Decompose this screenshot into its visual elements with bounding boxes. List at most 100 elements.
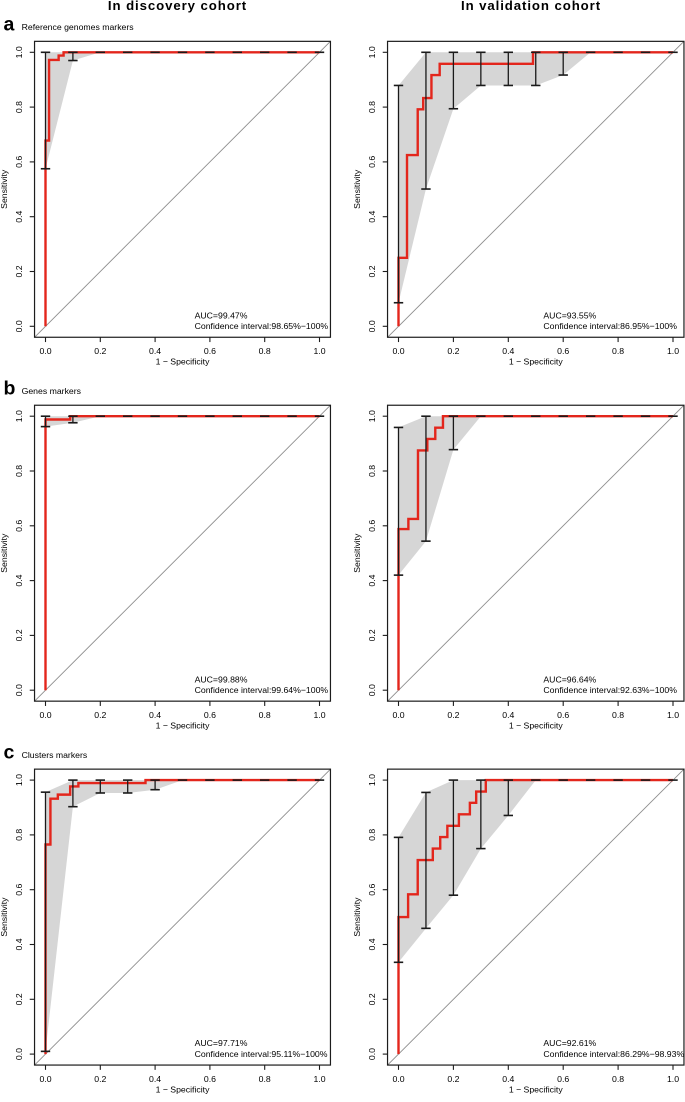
svg-text:0.0: 0.0: [392, 1074, 404, 1084]
svg-text:0.6: 0.6: [557, 1074, 569, 1084]
svg-text:AUC=99.47%: AUC=99.47%: [195, 310, 248, 320]
svg-text:In discovery cohort: In discovery cohort: [108, 0, 247, 13]
svg-text:AUC=96.64%: AUC=96.64%: [543, 674, 596, 684]
svg-text:1.0: 1.0: [313, 346, 325, 356]
svg-text:Confidence interval:95.11%−100: Confidence interval:95.11%−100%: [195, 1049, 328, 1059]
svg-text:Sensitivity: Sensitivity: [0, 897, 9, 937]
svg-text:0.0: 0.0: [39, 710, 51, 720]
svg-text:b: b: [4, 378, 16, 400]
svg-text:0.2: 0.2: [14, 993, 24, 1005]
svg-text:1 − Specificity: 1 − Specificity: [156, 720, 210, 730]
svg-text:0.4: 0.4: [14, 574, 24, 586]
svg-text:0.0: 0.0: [14, 684, 24, 696]
svg-text:0.4: 0.4: [367, 574, 377, 586]
svg-text:0.8: 0.8: [612, 710, 624, 720]
svg-text:0.8: 0.8: [259, 1074, 271, 1084]
svg-text:0.8: 0.8: [259, 710, 271, 720]
svg-text:0.0: 0.0: [39, 1074, 51, 1084]
svg-text:0.4: 0.4: [149, 710, 161, 720]
svg-text:0.8: 0.8: [14, 101, 24, 113]
svg-text:0.2: 0.2: [14, 265, 24, 277]
svg-text:0.6: 0.6: [14, 520, 24, 532]
svg-text:0.4: 0.4: [502, 1074, 514, 1084]
svg-text:1.0: 1.0: [667, 1074, 679, 1084]
svg-text:0.6: 0.6: [204, 1074, 216, 1084]
svg-text:Genes markers: Genes markers: [22, 386, 82, 396]
svg-text:Sensitivity: Sensitivity: [352, 533, 362, 573]
svg-text:0.0: 0.0: [14, 320, 24, 332]
svg-text:0.2: 0.2: [94, 346, 106, 356]
svg-text:Sensitivity: Sensitivity: [352, 897, 362, 937]
svg-text:a: a: [4, 14, 15, 36]
svg-text:AUC=97.71%: AUC=97.71%: [195, 1038, 248, 1048]
svg-text:1 − Specificity: 1 − Specificity: [509, 720, 563, 730]
svg-text:0.8: 0.8: [14, 465, 24, 477]
svg-text:In validation cohort: In validation cohort: [461, 0, 601, 13]
svg-text:0.2: 0.2: [367, 265, 377, 277]
svg-text:0.4: 0.4: [502, 710, 514, 720]
svg-text:Confidence interval:86.29%−98.: Confidence interval:86.29%−98.93%: [543, 1049, 684, 1059]
svg-text:AUC=93.55%: AUC=93.55%: [543, 310, 596, 320]
svg-text:0.0: 0.0: [392, 346, 404, 356]
svg-text:0.0: 0.0: [392, 710, 404, 720]
svg-text:AUC=99.88%: AUC=99.88%: [195, 674, 248, 684]
svg-text:Sensitivity: Sensitivity: [352, 169, 362, 209]
svg-text:1.0: 1.0: [14, 774, 24, 786]
svg-text:0.2: 0.2: [447, 710, 459, 720]
svg-text:1.0: 1.0: [667, 710, 679, 720]
svg-text:0.4: 0.4: [14, 210, 24, 222]
svg-text:0.8: 0.8: [367, 101, 377, 113]
svg-text:1.0: 1.0: [313, 1074, 325, 1084]
svg-text:0.4: 0.4: [149, 346, 161, 356]
svg-text:0.2: 0.2: [367, 629, 377, 641]
svg-text:0.8: 0.8: [612, 346, 624, 356]
svg-text:0.6: 0.6: [367, 520, 377, 532]
svg-text:1.0: 1.0: [313, 710, 325, 720]
svg-text:0.0: 0.0: [14, 1048, 24, 1060]
svg-text:0.6: 0.6: [14, 883, 24, 895]
svg-text:0.4: 0.4: [149, 1074, 161, 1084]
svg-text:Confidence interval:92.63%−100: Confidence interval:92.63%−100%: [543, 685, 677, 695]
svg-text:0.4: 0.4: [14, 938, 24, 950]
svg-text:0.0: 0.0: [367, 320, 377, 332]
svg-text:0.6: 0.6: [204, 346, 216, 356]
svg-text:1.0: 1.0: [367, 774, 377, 786]
svg-text:0.8: 0.8: [612, 1074, 624, 1084]
svg-text:0.0: 0.0: [39, 346, 51, 356]
svg-text:0.2: 0.2: [367, 993, 377, 1005]
svg-text:1 − Specificity: 1 − Specificity: [509, 1084, 563, 1094]
svg-text:1.0: 1.0: [14, 410, 24, 422]
svg-text:Confidence interval:98.65%−100: Confidence interval:98.65%−100%: [195, 321, 329, 331]
svg-text:1.0: 1.0: [14, 46, 24, 58]
svg-text:1.0: 1.0: [367, 46, 377, 58]
svg-text:0.6: 0.6: [14, 156, 24, 168]
svg-text:0.4: 0.4: [367, 210, 377, 222]
svg-text:0.8: 0.8: [14, 829, 24, 841]
svg-text:0.6: 0.6: [204, 710, 216, 720]
svg-text:0.4: 0.4: [367, 938, 377, 950]
svg-text:0.6: 0.6: [367, 156, 377, 168]
svg-text:1 − Specificity: 1 − Specificity: [156, 1084, 210, 1094]
svg-text:0.6: 0.6: [557, 710, 569, 720]
svg-text:Confidence interval:86.95%−100: Confidence interval:86.95%−100%: [543, 321, 677, 331]
svg-text:Reference genomes markers: Reference genomes markers: [22, 22, 135, 32]
svg-text:0.8: 0.8: [367, 465, 377, 477]
svg-text:0.4: 0.4: [502, 346, 514, 356]
svg-text:0.8: 0.8: [367, 829, 377, 841]
svg-text:0.6: 0.6: [367, 883, 377, 895]
svg-text:0.0: 0.0: [367, 1048, 377, 1060]
svg-text:0.2: 0.2: [447, 346, 459, 356]
svg-text:1 − Specificity: 1 − Specificity: [509, 357, 563, 367]
svg-text:AUC=92.61%: AUC=92.61%: [543, 1038, 596, 1048]
svg-text:1.0: 1.0: [667, 346, 679, 356]
svg-text:Sensitivity: Sensitivity: [0, 169, 9, 209]
svg-text:1.0: 1.0: [367, 410, 377, 422]
svg-text:0.2: 0.2: [94, 1074, 106, 1084]
svg-text:1 − Specificity: 1 − Specificity: [156, 357, 210, 367]
svg-text:0.2: 0.2: [447, 1074, 459, 1084]
svg-text:0.6: 0.6: [557, 346, 569, 356]
svg-text:0.2: 0.2: [94, 710, 106, 720]
svg-text:Clusters markers: Clusters markers: [22, 750, 88, 760]
svg-text:c: c: [4, 742, 15, 764]
svg-text:0.0: 0.0: [367, 684, 377, 696]
